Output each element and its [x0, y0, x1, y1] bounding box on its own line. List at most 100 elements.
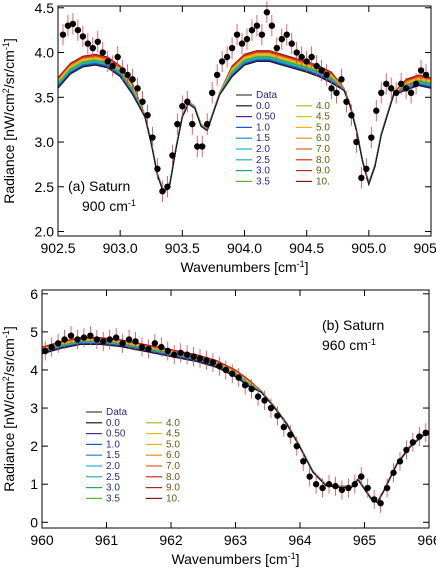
data-point — [54, 340, 62, 347]
legend-label: 6.0 — [316, 133, 330, 144]
data-point — [417, 67, 425, 74]
data-point — [124, 71, 131, 79]
data-point — [158, 343, 165, 351]
legend-label: 0.50 — [256, 112, 276, 123]
data-point — [345, 484, 352, 492]
y-tick-label: 2.5 — [35, 179, 55, 195]
data-point — [119, 340, 126, 347]
data-point — [403, 446, 410, 454]
data-point — [328, 85, 335, 92]
legend-label: 4.0 — [316, 101, 330, 112]
data-point — [179, 103, 186, 110]
panel-b: 960 961 962 963 964 965 966 0 1 2 3 4 5 6 Wavenumbers … — [1, 286, 436, 567]
legend-label: 0.0 — [106, 418, 120, 429]
data-point — [243, 35, 251, 43]
model-curve-0.0 — [41, 343, 430, 504]
data-point — [74, 336, 81, 343]
data-point — [268, 22, 276, 29]
data-point — [89, 44, 97, 52]
legend-label: 9.0 — [166, 483, 180, 494]
data-point — [283, 31, 290, 38]
panel-annotation-line2: 900 cm-1 — [82, 198, 136, 214]
data-point — [93, 336, 101, 343]
x-tick-label: 905.0 — [351, 240, 386, 256]
data-point — [112, 334, 120, 341]
data-point — [377, 500, 384, 507]
x-tick-label: 963 — [224, 532, 248, 548]
data-point — [139, 98, 146, 105]
data-point — [190, 353, 197, 360]
data-point — [87, 332, 94, 339]
data-point — [109, 62, 116, 70]
legend-label: 7.0 — [166, 461, 180, 472]
legend-label: 1.5 — [256, 133, 270, 144]
data-point — [422, 429, 429, 436]
data-point — [144, 111, 151, 119]
y-tick-label: 4 — [30, 362, 38, 378]
data-point — [363, 165, 370, 173]
y-tick-label: 4.0 — [35, 45, 55, 61]
y-tick-label: 2.0 — [35, 224, 55, 240]
data-point — [119, 67, 126, 74]
data-point — [229, 370, 236, 377]
data-point — [263, 9, 271, 16]
legend-label: 1.0 — [106, 439, 120, 450]
data-point — [203, 357, 210, 364]
data-point — [61, 336, 68, 343]
data-point — [298, 53, 305, 61]
data-point — [312, 481, 320, 488]
legend-label: 5.0 — [316, 122, 330, 133]
legend-label: 7.0 — [316, 144, 330, 155]
legend-label: 2.0 — [256, 144, 270, 155]
legend-label: 9.0 — [316, 166, 330, 177]
data-point — [199, 143, 206, 150]
data-point — [383, 484, 391, 492]
data-point — [228, 44, 236, 52]
legend-label-data: Data — [106, 407, 128, 418]
data-point — [318, 67, 325, 74]
data-point — [151, 340, 159, 347]
data-point — [338, 76, 345, 83]
legend-label: 0.0 — [256, 101, 270, 112]
data-point — [280, 423, 288, 431]
legend-label: 3.5 — [256, 176, 270, 187]
data-point — [218, 58, 226, 65]
data-point — [241, 382, 249, 389]
data-point — [323, 71, 330, 79]
data-point — [412, 80, 420, 88]
data-point — [261, 397, 268, 404]
data-point — [274, 412, 281, 419]
data-point — [416, 433, 423, 440]
data-point — [333, 89, 340, 97]
data-point — [293, 442, 300, 450]
data-point — [223, 53, 231, 61]
legend-label: 3.0 — [256, 166, 270, 177]
y-tick-label: 1 — [30, 476, 38, 492]
data-point — [248, 385, 255, 393]
legend-label: 3.0 — [106, 483, 120, 494]
panel-annotation-line2: 960 cm-1 — [322, 337, 376, 353]
legend-label: 4.5 — [166, 429, 180, 440]
data-point — [422, 71, 430, 79]
data-point — [325, 481, 333, 488]
data-point — [84, 40, 92, 47]
x-tick-label: 961 — [95, 532, 119, 548]
data-point — [106, 336, 113, 343]
data-point — [397, 80, 405, 88]
data-point — [306, 473, 313, 480]
legend-label: 10. — [316, 176, 330, 187]
legend-label-data: Data — [256, 90, 278, 101]
data-point — [288, 40, 295, 47]
legend-label: 0.50 — [106, 429, 126, 440]
data-point — [129, 76, 136, 83]
data-point — [59, 31, 67, 38]
data-point — [235, 374, 242, 381]
x-tick-label: 903.5 — [165, 240, 200, 256]
data-point — [303, 58, 310, 65]
data-point — [171, 351, 178, 358]
data-point — [378, 89, 385, 97]
data-point — [149, 134, 156, 141]
data-point — [138, 343, 146, 351]
data-point — [233, 31, 241, 38]
data-point — [132, 338, 139, 345]
